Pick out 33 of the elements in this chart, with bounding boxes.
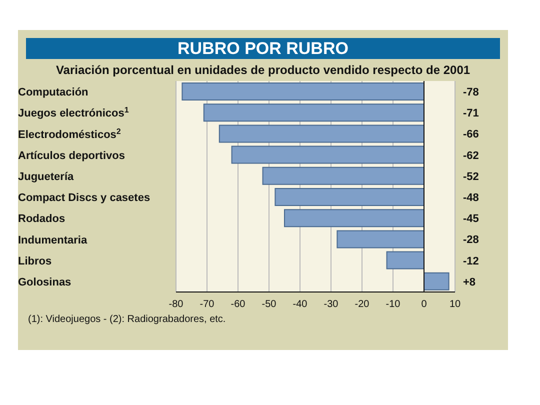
data-label: -62 xyxy=(463,150,479,162)
x-tick-label: 10 xyxy=(449,299,461,310)
text: (1): Videojuegos - (2): Radiograbadores, etc. xyxy=(28,314,227,325)
data-label: -12 xyxy=(463,255,479,268)
x-tick-label: -50 xyxy=(262,299,277,310)
x-tick-label: -10 xyxy=(386,299,401,310)
y-tick-label: Golosinas xyxy=(18,276,72,288)
data-label: -48 xyxy=(463,192,479,204)
data-label: -52 xyxy=(463,170,479,183)
y-tick-label: Libros xyxy=(18,255,52,268)
y-tick-label: Electrodomésticos$^{2}$ xyxy=(18,126,122,141)
data-label: -66 xyxy=(463,128,479,141)
x-tick-label: -70 xyxy=(200,299,215,310)
data-label: -28 xyxy=(463,234,479,246)
y-tick-label: Indumentaria xyxy=(18,234,88,246)
y-tick-label: Compact Discs y casetes xyxy=(18,192,150,204)
y-tick-label: Juguetería xyxy=(18,170,75,183)
chart-subtitle: Variación porcentual en unidades de producto vendido respecto de 2001 xyxy=(54,63,472,77)
data-label: -45 xyxy=(463,213,479,226)
chart-title: RUBRO POR RUBRO xyxy=(26,38,500,59)
x-tick-label: -40 xyxy=(292,299,308,310)
y-tick-label: Artículos deportivos xyxy=(18,150,125,162)
data-label: -78 xyxy=(463,86,479,98)
x-tick-label: -20 xyxy=(354,299,370,310)
x-tick-label: -60 xyxy=(230,299,246,310)
data-label: -71 xyxy=(463,108,479,120)
y-tick-label: Juegos electrónicos$^{1}$ xyxy=(18,105,130,120)
x-tick-label: 0 xyxy=(421,299,428,310)
x-tick-label: -80 xyxy=(168,299,184,310)
x-tick-label: -30 xyxy=(324,299,339,310)
y-tick-label: Computación xyxy=(18,86,89,99)
y-tick-label: Rodados xyxy=(18,213,66,226)
data-label: +8 xyxy=(463,276,476,288)
